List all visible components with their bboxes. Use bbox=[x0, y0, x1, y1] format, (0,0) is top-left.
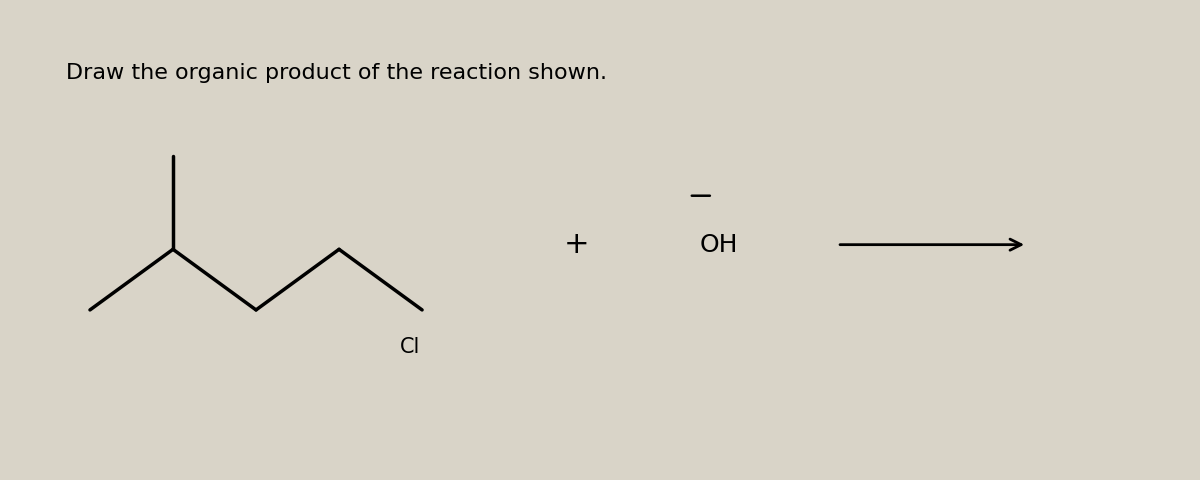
Text: Draw the organic product of the reaction shown.: Draw the organic product of the reaction… bbox=[66, 63, 607, 83]
Text: OH: OH bbox=[700, 233, 738, 257]
Text: Cl: Cl bbox=[400, 337, 420, 357]
Text: +: + bbox=[564, 230, 589, 259]
